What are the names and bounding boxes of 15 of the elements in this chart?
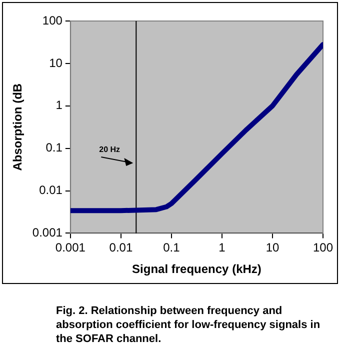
caption: Fig. 2. Relationship between frequency and absorption coefficient for low-frequency signals in the SOFAR channel. xyxy=(56,304,322,346)
annotation: 20 Hz xyxy=(99,145,120,154)
y-tick-label: 1 xyxy=(56,98,63,112)
x-tick-label: 0.1 xyxy=(163,240,180,255)
y-tick-label: 0.1 xyxy=(46,140,63,155)
x-tick-label: 10 xyxy=(266,240,280,255)
y-tick-label: 0.01 xyxy=(39,183,63,198)
y-axis-title: Absorption (dB xyxy=(10,83,25,171)
x-tick-label: 1 xyxy=(218,240,226,255)
y-tick-label: 0.001 xyxy=(32,226,63,240)
x-tick-label: 100 xyxy=(312,240,334,255)
y-tick-label: 100 xyxy=(42,13,63,28)
x-axis-title: Signal frequency (kHz) xyxy=(132,262,262,276)
y-tick-label: 10 xyxy=(49,56,63,70)
x-tick-label: 0.01 xyxy=(109,240,133,255)
